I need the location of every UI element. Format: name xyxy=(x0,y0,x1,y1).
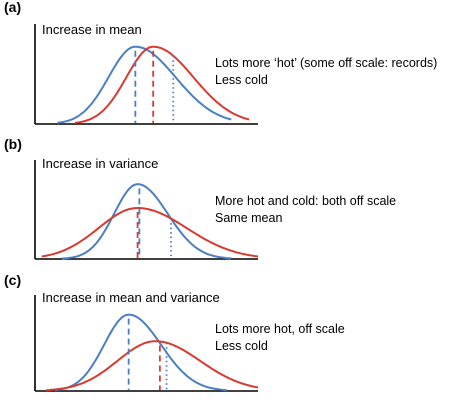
original-distribution-curve xyxy=(61,183,232,260)
panel-label: (b) xyxy=(4,136,22,152)
shifted-distribution-curve xyxy=(41,207,259,258)
shifted-distribution-curve xyxy=(46,340,259,392)
panel-b: (b) Increase in variance More hot and cold… xyxy=(4,136,396,260)
panel-a: (a) Increase in mean Lots more ‘hot’ (some… xyxy=(4,0,437,125)
panel-annotation: Less cold xyxy=(215,339,268,353)
panel-annotation: Less cold xyxy=(215,73,268,87)
panel-title: Increase in mean xyxy=(42,22,142,37)
panel-annotation: Same mean xyxy=(215,211,282,225)
original-distribution-curve xyxy=(54,313,227,392)
panel-label: (a) xyxy=(4,0,21,15)
original-distribution-curve xyxy=(57,45,232,124)
panel-c: (c) Increase in mean and variance Lots mor… xyxy=(4,272,345,392)
panel-annotation: Lots more ‘hot’ (some off scale: records… xyxy=(215,56,437,70)
panel-annotation: More hot and cold: both off scale xyxy=(215,194,396,208)
shifted-distribution-curve xyxy=(74,45,250,124)
panel-title: Increase in variance xyxy=(42,156,158,171)
panel-title: Increase in mean and variance xyxy=(42,290,220,305)
panel-label: (c) xyxy=(4,272,21,288)
panel-annotation: Lots more hot, off scale xyxy=(215,322,345,336)
